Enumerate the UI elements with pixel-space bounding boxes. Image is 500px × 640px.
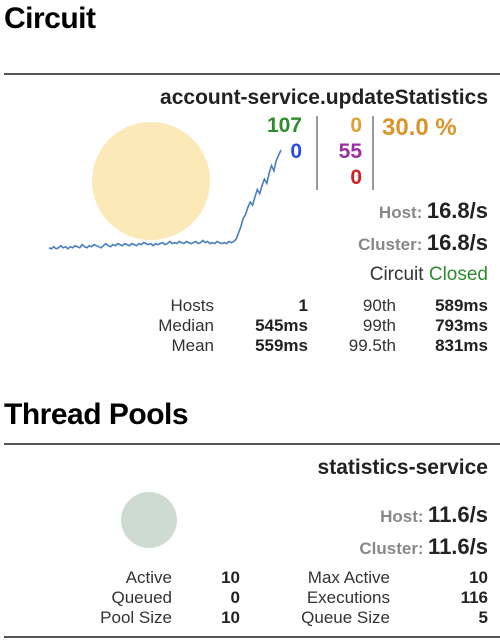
hosts-label: Hosts xyxy=(170,296,214,315)
bad-request-count: 0 xyxy=(350,114,362,137)
median-value: 545ms xyxy=(255,316,308,335)
success-count: 107 xyxy=(266,114,302,137)
host-rate-row: Host: 16.8/s xyxy=(379,198,488,224)
cluster-label: Cluster: xyxy=(358,235,423,254)
sparkline-path xyxy=(48,149,282,250)
pool-stats-values-right: 10 116 5 xyxy=(420,568,488,628)
queued-label: Queued xyxy=(111,588,173,607)
p99-label: 99th xyxy=(362,316,396,335)
pool-cluster-rate-row: Cluster: 11.6/s xyxy=(359,534,488,560)
queue-size-value: 5 xyxy=(478,608,488,627)
mean-label: Mean xyxy=(171,336,214,355)
rate-sparkline xyxy=(48,149,282,250)
stats-labels-left: Hosts Median Mean xyxy=(100,296,214,356)
rejected-count: 0 xyxy=(350,166,362,189)
thread-pools-section-title: Thread Pools xyxy=(4,398,189,431)
p90-value: 589ms xyxy=(435,296,488,315)
pool-size-label: Pool Size xyxy=(100,608,172,627)
count-divider-2 xyxy=(372,116,374,190)
p90-label: 90th xyxy=(362,296,396,315)
queued-value: 0 xyxy=(230,588,240,607)
mean-value: 559ms xyxy=(255,336,308,355)
active-label: Active xyxy=(125,568,172,587)
p995-value: 831ms xyxy=(435,336,488,355)
pool-name: statistics-service xyxy=(317,456,488,479)
circuit-status: Closed xyxy=(428,264,488,285)
circuit-label: Circuit xyxy=(369,264,424,285)
median-label: Median xyxy=(158,316,214,335)
queue-size-label: Queue Size xyxy=(301,608,390,627)
health-circle xyxy=(92,122,210,240)
pool-cluster-rate: 11.6/s xyxy=(428,534,488,559)
pool-stats-labels-left: Active Queued Pool Size xyxy=(60,568,172,628)
host-label: Host: xyxy=(378,203,423,222)
executions-label: Executions xyxy=(306,588,390,607)
bottom-divider xyxy=(4,636,500,638)
stats-values-left: 1 545ms 559ms xyxy=(226,296,308,356)
pool-host-label: Host: xyxy=(380,507,424,526)
command-name: account-service.updateStatistics xyxy=(160,86,488,109)
circuit-divider xyxy=(4,73,500,75)
pool-host-rate: 11.6/s xyxy=(428,502,488,527)
pool-host-rate-row: Host: 11.6/s xyxy=(380,502,488,528)
max-active-label: Max Active xyxy=(307,568,390,587)
circuit-section-title: Circuit xyxy=(4,2,96,35)
hosts-value: 1 xyxy=(298,296,308,315)
short-circuited-count: 0 xyxy=(290,140,302,163)
cluster-rate: 16.8/s xyxy=(426,230,488,255)
max-active-value: 10 xyxy=(469,568,488,587)
pool-health-circle xyxy=(121,492,177,548)
pool-stats-values-left: 10 0 10 xyxy=(196,568,240,628)
host-rate: 16.8/s xyxy=(426,198,488,223)
cluster-rate-row: Cluster: 16.8/s xyxy=(358,230,488,256)
circuit-card[interactable]: account-service.updateStatistics 107 0 0… xyxy=(0,76,500,376)
pool-cluster-label: Cluster: xyxy=(359,539,424,558)
circuit-status-row: Circuit Closed xyxy=(370,264,488,286)
p99-value: 793ms xyxy=(435,316,488,335)
count-divider-1 xyxy=(316,116,318,190)
error-percentage: 30.0 % xyxy=(382,114,457,141)
stats-labels-right: 90th 99th 99.5th xyxy=(320,296,396,356)
timeout-count: 55 xyxy=(338,140,362,163)
thread-pool-card[interactable]: statistics-service Host: 11.6/s Cluster:… xyxy=(0,446,500,636)
active-value: 10 xyxy=(221,568,240,587)
pool-stats-labels-right: Max Active Executions Queue Size xyxy=(270,568,390,628)
p995-label: 99.5th xyxy=(348,336,396,355)
stats-values-right: 589ms 793ms 831ms xyxy=(404,296,488,356)
executions-value: 116 xyxy=(460,588,488,607)
thread-pools-divider xyxy=(4,443,500,445)
pool-size-value: 10 xyxy=(221,608,240,627)
